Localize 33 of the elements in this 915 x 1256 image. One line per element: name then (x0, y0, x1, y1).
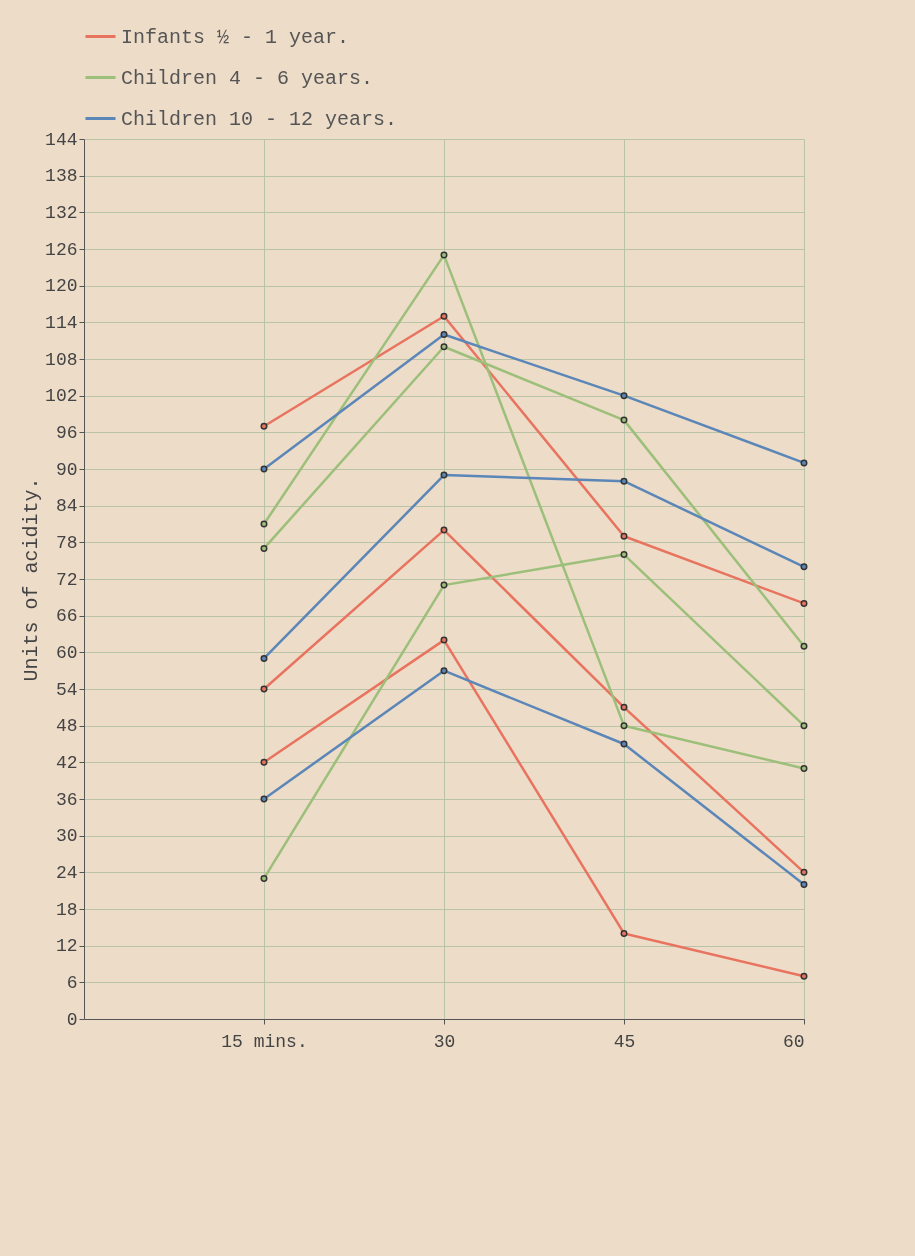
y-tick-label: 12 (55, 936, 78, 957)
y-tick-label: 84 (55, 496, 78, 517)
x-tick-label: 15 mins. (221, 1031, 308, 1052)
y-tick-label: 108 (45, 349, 78, 370)
legend-label: Infants ½ - 1 year. (121, 25, 350, 49)
y-tick-label: 0 (66, 1009, 78, 1030)
x-tick-label: 45 (613, 1031, 636, 1052)
y-tick-label: 18 (55, 899, 78, 920)
y-tick-label: 114 (45, 312, 78, 333)
y-tick-label: 30 (55, 826, 78, 847)
y-tick-label: 6 (66, 972, 78, 993)
y-tick-label: 96 (55, 422, 78, 443)
x-tick-label: 30 (433, 1031, 456, 1052)
y-tick-label: 24 (55, 862, 78, 883)
y-tick-label: 66 (55, 606, 78, 627)
y-tick-label: 78 (55, 532, 78, 553)
y-tick-label: 132 (45, 202, 78, 223)
y-axis-title: Units of acidity. (20, 477, 44, 682)
y-tick-label: 48 (55, 716, 78, 737)
y-tick-label: 138 (45, 166, 78, 187)
y-tick-label: 126 (45, 239, 78, 260)
y-tick-label: 90 (55, 459, 78, 480)
x-tick-label: 60 (782, 1031, 805, 1052)
y-tick-label: 60 (55, 642, 78, 663)
legend-label: Children 10 - 12 years. (121, 107, 398, 131)
y-tick-label: 120 (45, 276, 78, 297)
y-tick-label: 72 (55, 569, 78, 590)
y-tick-label: 36 (55, 789, 78, 810)
y-tick-label: 54 (55, 679, 78, 700)
legend-label: Children 4 - 6 years. (121, 66, 374, 90)
y-tick-label: 42 (55, 752, 78, 773)
y-tick-label: 144 (45, 129, 78, 150)
y-tick-label: 102 (45, 386, 78, 407)
